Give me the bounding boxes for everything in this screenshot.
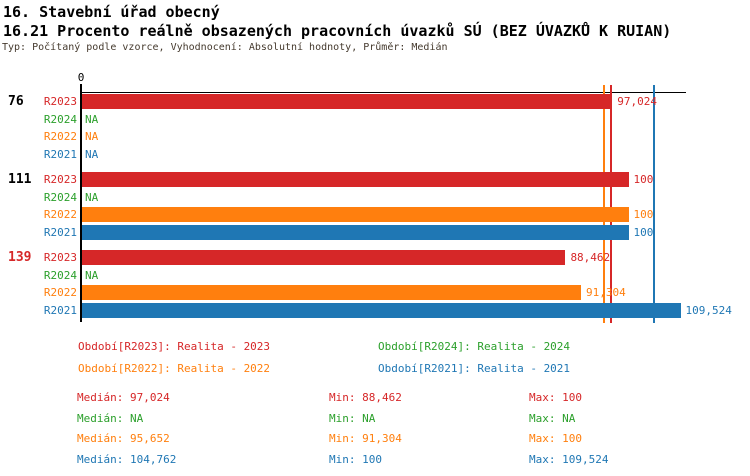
bar-R2021-group-111 xyxy=(82,224,629,240)
group-label-111: 111 xyxy=(8,172,32,187)
row-label-R2023: R2023 xyxy=(43,251,77,264)
bar-R2021-group-139 xyxy=(82,302,681,318)
stat-median-R2024: Medián: NA xyxy=(77,412,144,425)
legend-item-R2022: Období[R2022]: Realita - 2022 xyxy=(78,362,271,375)
stat-median-R2022: Medián: 95,652 xyxy=(77,432,170,445)
na-label-R2024: NA xyxy=(85,190,99,204)
stat-min-R2021: Min: 100 xyxy=(329,453,382,466)
row-label-R2022: R2022 xyxy=(43,208,77,221)
bar-value-label-R2023: 97,024 xyxy=(617,95,657,108)
indicator-meta: Typ: Počítaný podle vzorce, Vyhodnocení:… xyxy=(2,42,448,53)
row-label-R2021: R2021 xyxy=(43,303,77,317)
row-label-R2022: R2022 xyxy=(43,130,77,143)
bar-value-label-R2021: 100 xyxy=(633,225,654,239)
stat-median-R2023: Medián: 97,024 xyxy=(77,391,170,404)
bar-R2022-group-139 xyxy=(82,285,581,300)
group-label-139: 139 xyxy=(8,250,32,265)
row-label-R2021: R2021 xyxy=(43,225,77,239)
stat-median-R2021: Medián: 104,762 xyxy=(77,453,177,466)
bar-R2023-group-111 xyxy=(82,172,629,187)
median-line-R2023 xyxy=(610,85,613,323)
na-label-R2024: NA xyxy=(85,268,99,282)
stat-min-R2023: Min: 88,462 xyxy=(329,391,402,404)
indicator-title: 16.21 Procento reálně obsazených pracovn… xyxy=(3,22,672,40)
median-line-R2021 xyxy=(652,85,655,323)
na-label-R2024: NA xyxy=(85,112,99,126)
stat-min-R2022: Min: 91,304 xyxy=(329,432,402,445)
row-label-R2023: R2023 xyxy=(43,95,77,108)
stat-max-R2021: Max: 109,524 xyxy=(529,453,609,466)
legend-item-R2021: Období[R2021]: Realita - 2021 xyxy=(378,362,571,375)
row-label-R2022: R2022 xyxy=(43,286,77,299)
group-label-76: 76 xyxy=(8,94,24,109)
x-axis-line xyxy=(81,92,686,93)
na-label-R2022: NA xyxy=(85,130,99,143)
bar-value-label-R2023: 100 xyxy=(633,173,654,186)
bar-R2023-group-139 xyxy=(82,250,566,265)
row-label-R2024: R2024 xyxy=(43,112,77,126)
bar-R2022-group-111 xyxy=(82,207,629,222)
stat-max-R2024: Max: NA xyxy=(529,412,576,425)
stat-max-R2022: Max: 100 xyxy=(529,432,582,445)
stat-max-R2023: Max: 100 xyxy=(529,391,582,404)
row-label-R2024: R2024 xyxy=(43,190,77,204)
row-label-R2021: R2021 xyxy=(43,147,77,161)
stat-min-R2024: Min: NA xyxy=(329,412,376,425)
legend-item-R2023: Období[R2023]: Realita - 2023 xyxy=(78,340,271,353)
bar-R2023-group-76 xyxy=(82,94,613,109)
legend-item-R2024: Období[R2024]: Realita - 2024 xyxy=(378,340,571,353)
x-axis-origin-label: 0 xyxy=(77,71,85,84)
bar-value-label-R2022: 100 xyxy=(633,208,654,221)
median-line-R2022 xyxy=(602,85,605,323)
bar-value-label-R2021: 109,524 xyxy=(685,303,732,317)
na-label-R2021: NA xyxy=(85,147,99,161)
row-label-R2024: R2024 xyxy=(43,268,77,282)
section-title: 16. Stavební úřad obecný xyxy=(3,3,220,21)
bar-value-label-R2023: 88,462 xyxy=(570,251,611,264)
y-axis-line xyxy=(80,84,82,322)
row-label-R2023: R2023 xyxy=(43,173,77,186)
bar-value-label-R2022: 91,304 xyxy=(585,286,626,299)
